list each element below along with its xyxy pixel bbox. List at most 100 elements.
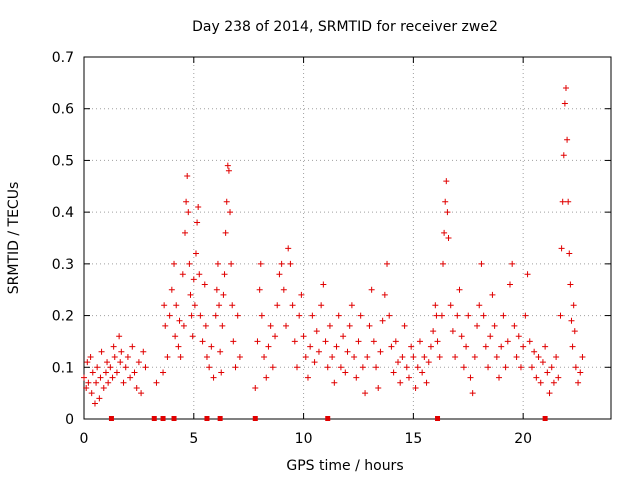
data-point xyxy=(364,353,371,360)
data-point xyxy=(542,343,549,350)
gap-marker xyxy=(160,416,166,421)
data-point xyxy=(562,85,569,92)
data-point xyxy=(252,384,259,391)
data-point xyxy=(258,312,265,319)
x-axis-label: GPS time / hours xyxy=(286,458,403,474)
data-point xyxy=(93,379,100,386)
data-point xyxy=(401,322,408,329)
data-point xyxy=(118,348,125,355)
data-point xyxy=(272,333,279,340)
data-point xyxy=(94,364,101,371)
data-point xyxy=(232,364,239,371)
data-point xyxy=(229,302,236,309)
data-point xyxy=(180,322,187,329)
data-point xyxy=(269,364,276,371)
data-point xyxy=(335,312,342,319)
data-point xyxy=(102,369,109,376)
gap-marker xyxy=(108,416,114,421)
data-point xyxy=(197,312,204,319)
data-point xyxy=(263,374,270,381)
data-point xyxy=(344,348,351,355)
data-point xyxy=(131,369,138,376)
data-point xyxy=(120,379,127,386)
data-point xyxy=(234,312,241,319)
data-point xyxy=(221,271,228,278)
data-point xyxy=(560,152,567,159)
data-point xyxy=(276,271,283,278)
data-point xyxy=(485,364,492,371)
data-point xyxy=(100,384,107,391)
data-point xyxy=(414,364,421,371)
data-point xyxy=(311,359,318,366)
x-tick-label: 5 xyxy=(189,431,198,447)
data-point xyxy=(469,390,476,397)
data-point xyxy=(390,369,397,376)
y-tick-label: 0.4 xyxy=(52,205,74,221)
data-point xyxy=(395,359,402,366)
data-point xyxy=(84,359,91,366)
data-point xyxy=(274,302,281,309)
data-point xyxy=(322,338,329,345)
data-point xyxy=(324,364,331,371)
data-point xyxy=(122,364,129,371)
data-point xyxy=(531,348,538,355)
data-point xyxy=(445,235,452,241)
data-point xyxy=(353,374,360,381)
data-point xyxy=(447,302,454,309)
gap-marker xyxy=(325,416,331,421)
data-point xyxy=(504,338,511,345)
data-point xyxy=(133,384,140,391)
gap-marker xyxy=(217,416,223,421)
data-point xyxy=(228,260,235,267)
data-point xyxy=(283,322,290,329)
gap-marker xyxy=(542,416,548,421)
data-point xyxy=(236,353,243,360)
data-point xyxy=(342,369,349,376)
data-point xyxy=(444,209,451,216)
data-point xyxy=(217,348,224,355)
data-point xyxy=(379,317,386,324)
data-point xyxy=(427,343,434,350)
data-point xyxy=(171,260,178,267)
data-point xyxy=(559,198,566,205)
data-point xyxy=(254,338,261,345)
data-point xyxy=(500,312,507,319)
data-point xyxy=(291,338,298,345)
data-point xyxy=(548,364,555,371)
data-point xyxy=(300,333,307,340)
data-point xyxy=(318,302,325,309)
data-point xyxy=(110,343,117,350)
data-point xyxy=(565,198,572,205)
data-point xyxy=(566,250,573,257)
data-point xyxy=(496,374,503,381)
data-point xyxy=(280,286,287,293)
data-point xyxy=(175,343,182,350)
data-point xyxy=(140,348,147,355)
data-point xyxy=(517,364,524,371)
data-point xyxy=(212,312,219,319)
data-point xyxy=(555,374,562,381)
data-point xyxy=(498,343,505,350)
data-point xyxy=(458,333,465,340)
data-point xyxy=(430,328,437,335)
data-point xyxy=(91,400,98,407)
gap-marker xyxy=(171,416,177,421)
data-point xyxy=(206,364,213,371)
data-point xyxy=(381,291,388,298)
data-point xyxy=(160,369,167,376)
data-point xyxy=(188,312,195,319)
data-point xyxy=(105,379,112,386)
data-point xyxy=(113,369,120,376)
data-point xyxy=(107,364,114,371)
data-point xyxy=(449,328,456,335)
data-point xyxy=(513,353,520,360)
data-point xyxy=(421,353,428,360)
data-point xyxy=(225,167,232,174)
data-point xyxy=(296,312,303,319)
data-point xyxy=(196,271,203,278)
data-point xyxy=(97,374,104,381)
data-point xyxy=(315,348,322,355)
data-point xyxy=(377,348,384,355)
data-point xyxy=(340,333,347,340)
data-point xyxy=(187,291,194,298)
